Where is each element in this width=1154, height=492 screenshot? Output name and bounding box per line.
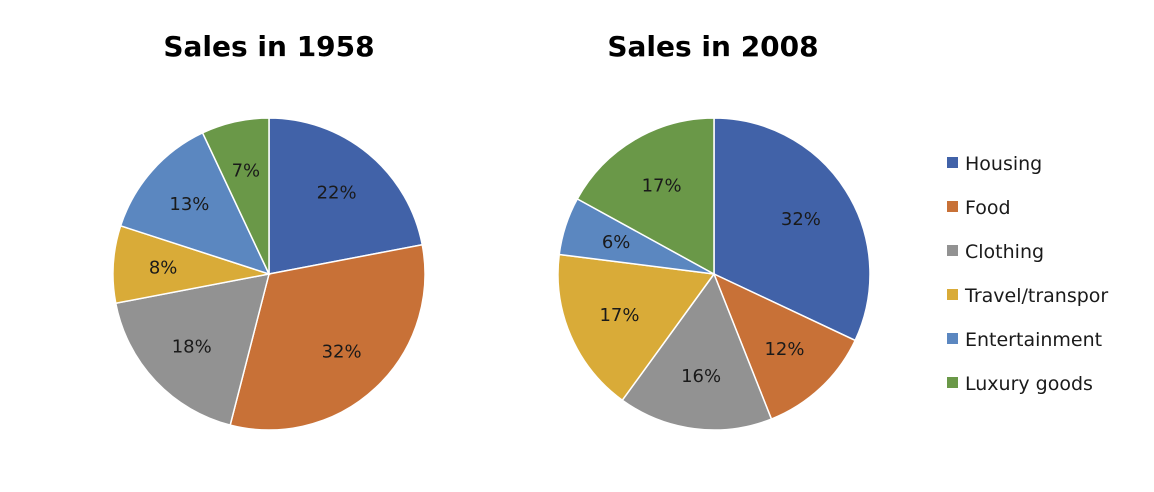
legend-swatch-entertainment — [947, 333, 958, 344]
pie-slice-1958-clothing — [114, 273, 271, 427]
legend-label-luxury-goods: Luxury goods — [965, 373, 1093, 395]
legend-label-clothing: Clothing — [965, 241, 1044, 263]
data-label-1958-travel-transport: 8% — [149, 257, 178, 278]
data-label-1958-clothing: 18% — [172, 337, 212, 358]
data-label-2008-food: 12% — [764, 339, 804, 360]
pie-slice-2008-housing — [713, 117, 871, 342]
pie-slice-2008-food — [712, 272, 857, 421]
data-label-2008-travel-transport: 17% — [599, 305, 639, 326]
legend-label-housing: Housing — [965, 153, 1042, 175]
data-label-1958-entertainment: 13% — [169, 194, 209, 215]
pie-chart-2008: Sales in 2008 32% 12% 16% 17% 6% 17% — [557, 30, 871, 431]
legend-label-food: Food — [965, 197, 1011, 219]
data-label-2008-entertainment: 6% — [602, 232, 631, 253]
pie-slice-1958-entertainment — [119, 131, 271, 276]
chart-title-1958: Sales in 1958 — [163, 30, 374, 63]
legend-swatch-luxury-goods — [947, 377, 958, 388]
legend-label-entertainment: Entertainment — [965, 329, 1102, 351]
legend: Housing Food Clothing Travel/transpor Entert… — [947, 153, 1108, 395]
pie-slice-1958-housing — [268, 117, 424, 275]
pie-chart-1958: Sales in 1958 22% 32% 18% 8% 13% 7% — [112, 30, 426, 431]
legend-swatch-housing — [947, 157, 958, 168]
legend-swatch-travel-transpor — [947, 289, 958, 300]
legend-swatch-food — [947, 201, 958, 212]
data-label-2008-clothing: 16% — [681, 366, 721, 387]
data-label-1958-food: 32% — [322, 341, 362, 362]
data-label-2008-luxury-goods: 17% — [642, 175, 682, 196]
legend-label-travel-transpor: Travel/transpor — [964, 285, 1108, 307]
chart-title-2008: Sales in 2008 — [607, 30, 818, 63]
data-label-1958-housing: 22% — [317, 182, 357, 203]
pie-slice-2008-clothing — [621, 272, 773, 431]
pie-slice-1958-food — [229, 243, 426, 431]
pie-slice-1958-luxury-goods — [201, 117, 270, 275]
pie-slice-2008-travel-transport — [557, 253, 716, 402]
data-label-2008-housing: 32% — [781, 209, 821, 230]
legend-swatch-clothing — [947, 245, 958, 256]
pie-slice-2008-luxury-goods — [576, 117, 715, 276]
data-label-1958-luxury-goods: 7% — [232, 161, 261, 182]
